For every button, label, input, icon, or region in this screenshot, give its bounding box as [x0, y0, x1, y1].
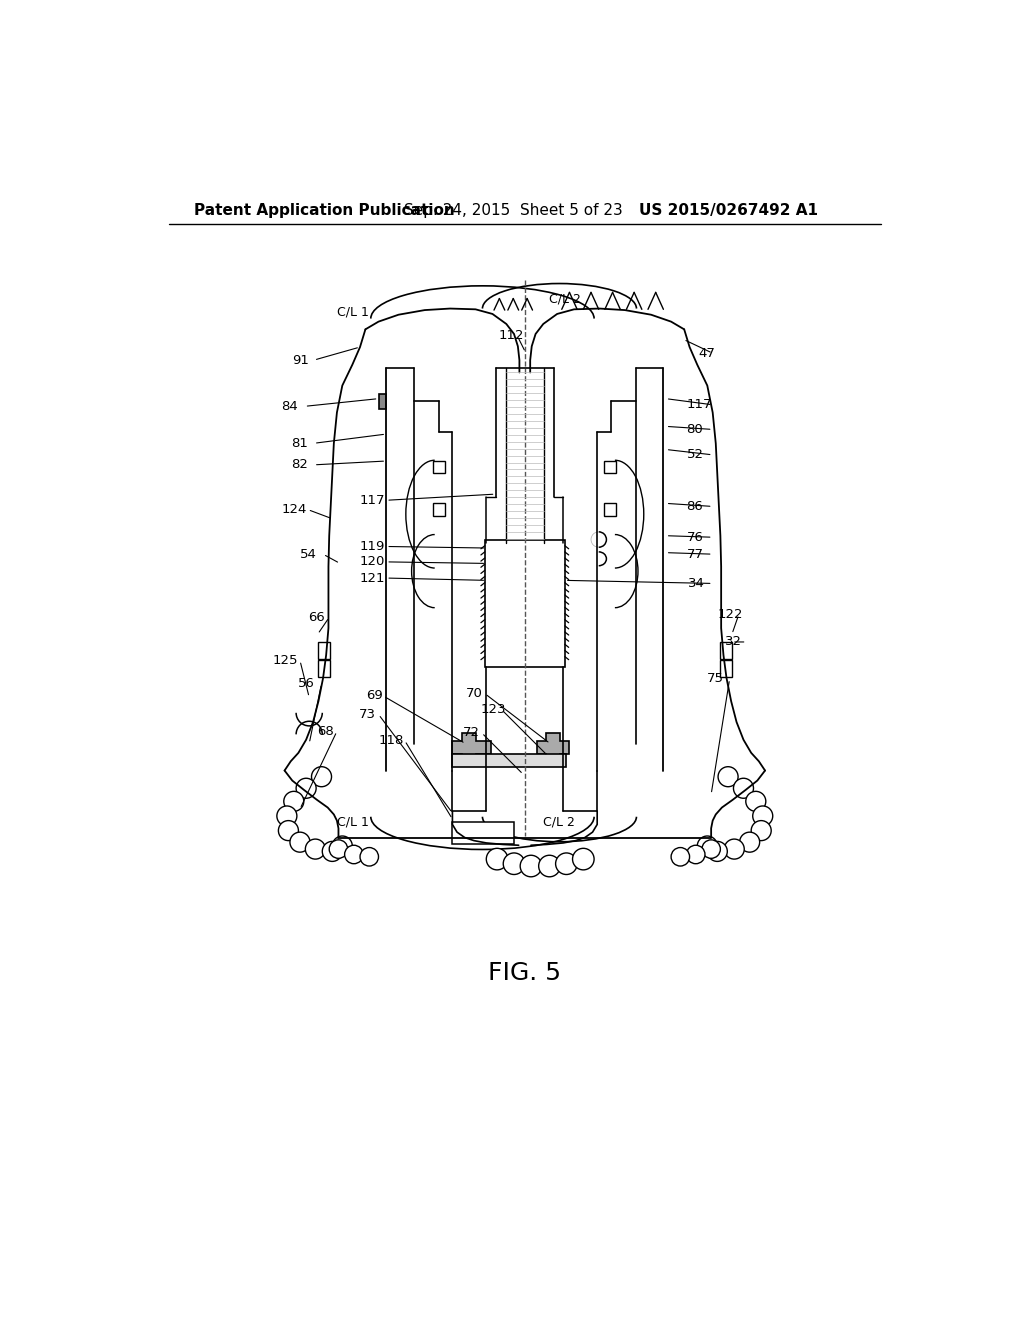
Circle shape [739, 832, 760, 853]
Circle shape [290, 832, 310, 853]
Text: 69: 69 [367, 689, 383, 702]
Circle shape [753, 807, 773, 826]
Text: 68: 68 [316, 725, 334, 738]
Circle shape [686, 845, 705, 863]
Text: 82: 82 [291, 458, 307, 471]
Text: 34: 34 [688, 577, 705, 590]
Bar [453, 754, 566, 767]
Text: 122: 122 [717, 607, 742, 620]
Text: 56: 56 [298, 677, 315, 690]
Text: 81: 81 [291, 437, 307, 450]
Text: 91: 91 [292, 354, 309, 367]
Text: FIG. 5: FIG. 5 [488, 961, 561, 985]
Circle shape [520, 855, 542, 876]
Text: US 2015/0267492 A1: US 2015/0267492 A1 [639, 203, 818, 218]
Text: 75: 75 [707, 672, 724, 685]
Circle shape [724, 840, 744, 859]
Circle shape [296, 779, 316, 799]
Polygon shape [453, 733, 490, 760]
Circle shape [345, 845, 364, 863]
Circle shape [503, 853, 524, 874]
Circle shape [276, 807, 297, 826]
Circle shape [752, 821, 771, 841]
Text: 70: 70 [466, 686, 483, 700]
Circle shape [671, 847, 689, 866]
Circle shape [733, 779, 754, 799]
Circle shape [330, 840, 348, 858]
Circle shape [279, 821, 298, 841]
Text: C/L 2: C/L 2 [549, 293, 581, 306]
Bar [433, 461, 445, 474]
Text: 125: 125 [273, 653, 299, 667]
Text: 121: 121 [360, 572, 385, 585]
Bar [317, 642, 330, 659]
Text: 117: 117 [686, 399, 712, 412]
Text: 117: 117 [360, 494, 385, 507]
Text: 77: 77 [686, 548, 703, 561]
Circle shape [323, 841, 342, 862]
Bar [604, 503, 616, 516]
Text: 52: 52 [686, 449, 703, 462]
Polygon shape [379, 395, 386, 409]
Text: 73: 73 [358, 708, 376, 721]
Text: 123: 123 [481, 704, 507, 717]
Bar [433, 503, 445, 516]
Circle shape [718, 767, 738, 787]
Circle shape [333, 836, 352, 857]
Circle shape [745, 792, 766, 812]
Text: 119: 119 [360, 540, 385, 553]
Circle shape [539, 855, 560, 876]
Text: 76: 76 [686, 531, 703, 544]
Text: 66: 66 [307, 611, 325, 624]
Bar [720, 660, 732, 677]
Bar [604, 461, 616, 474]
Circle shape [284, 792, 304, 812]
Text: 112: 112 [499, 329, 524, 342]
Text: C/L 1: C/L 1 [337, 306, 369, 319]
Circle shape [556, 853, 578, 874]
Text: Sep. 24, 2015  Sheet 5 of 23: Sep. 24, 2015 Sheet 5 of 23 [403, 203, 623, 218]
Circle shape [701, 840, 720, 858]
Circle shape [305, 840, 326, 859]
Bar [720, 642, 732, 659]
Text: 84: 84 [282, 400, 298, 413]
Circle shape [708, 841, 727, 862]
Circle shape [572, 849, 594, 870]
Text: Patent Application Publication: Patent Application Publication [194, 203, 455, 218]
Text: 72: 72 [463, 726, 480, 739]
Text: 118: 118 [379, 734, 403, 747]
Bar [317, 660, 330, 677]
Text: C/L 1: C/L 1 [337, 816, 369, 829]
Circle shape [311, 767, 332, 787]
Text: 124: 124 [282, 503, 307, 516]
Bar [484, 540, 565, 667]
Text: 32: 32 [725, 635, 742, 648]
Circle shape [697, 836, 717, 857]
Text: 120: 120 [360, 556, 385, 569]
Text: 54: 54 [300, 548, 316, 561]
Text: 80: 80 [686, 422, 703, 436]
Text: 86: 86 [686, 500, 703, 513]
Circle shape [360, 847, 379, 866]
Polygon shape [538, 733, 569, 760]
Bar [453, 822, 514, 843]
Circle shape [486, 849, 508, 870]
Text: C/L 2: C/L 2 [543, 816, 574, 829]
Text: 47: 47 [698, 347, 716, 360]
